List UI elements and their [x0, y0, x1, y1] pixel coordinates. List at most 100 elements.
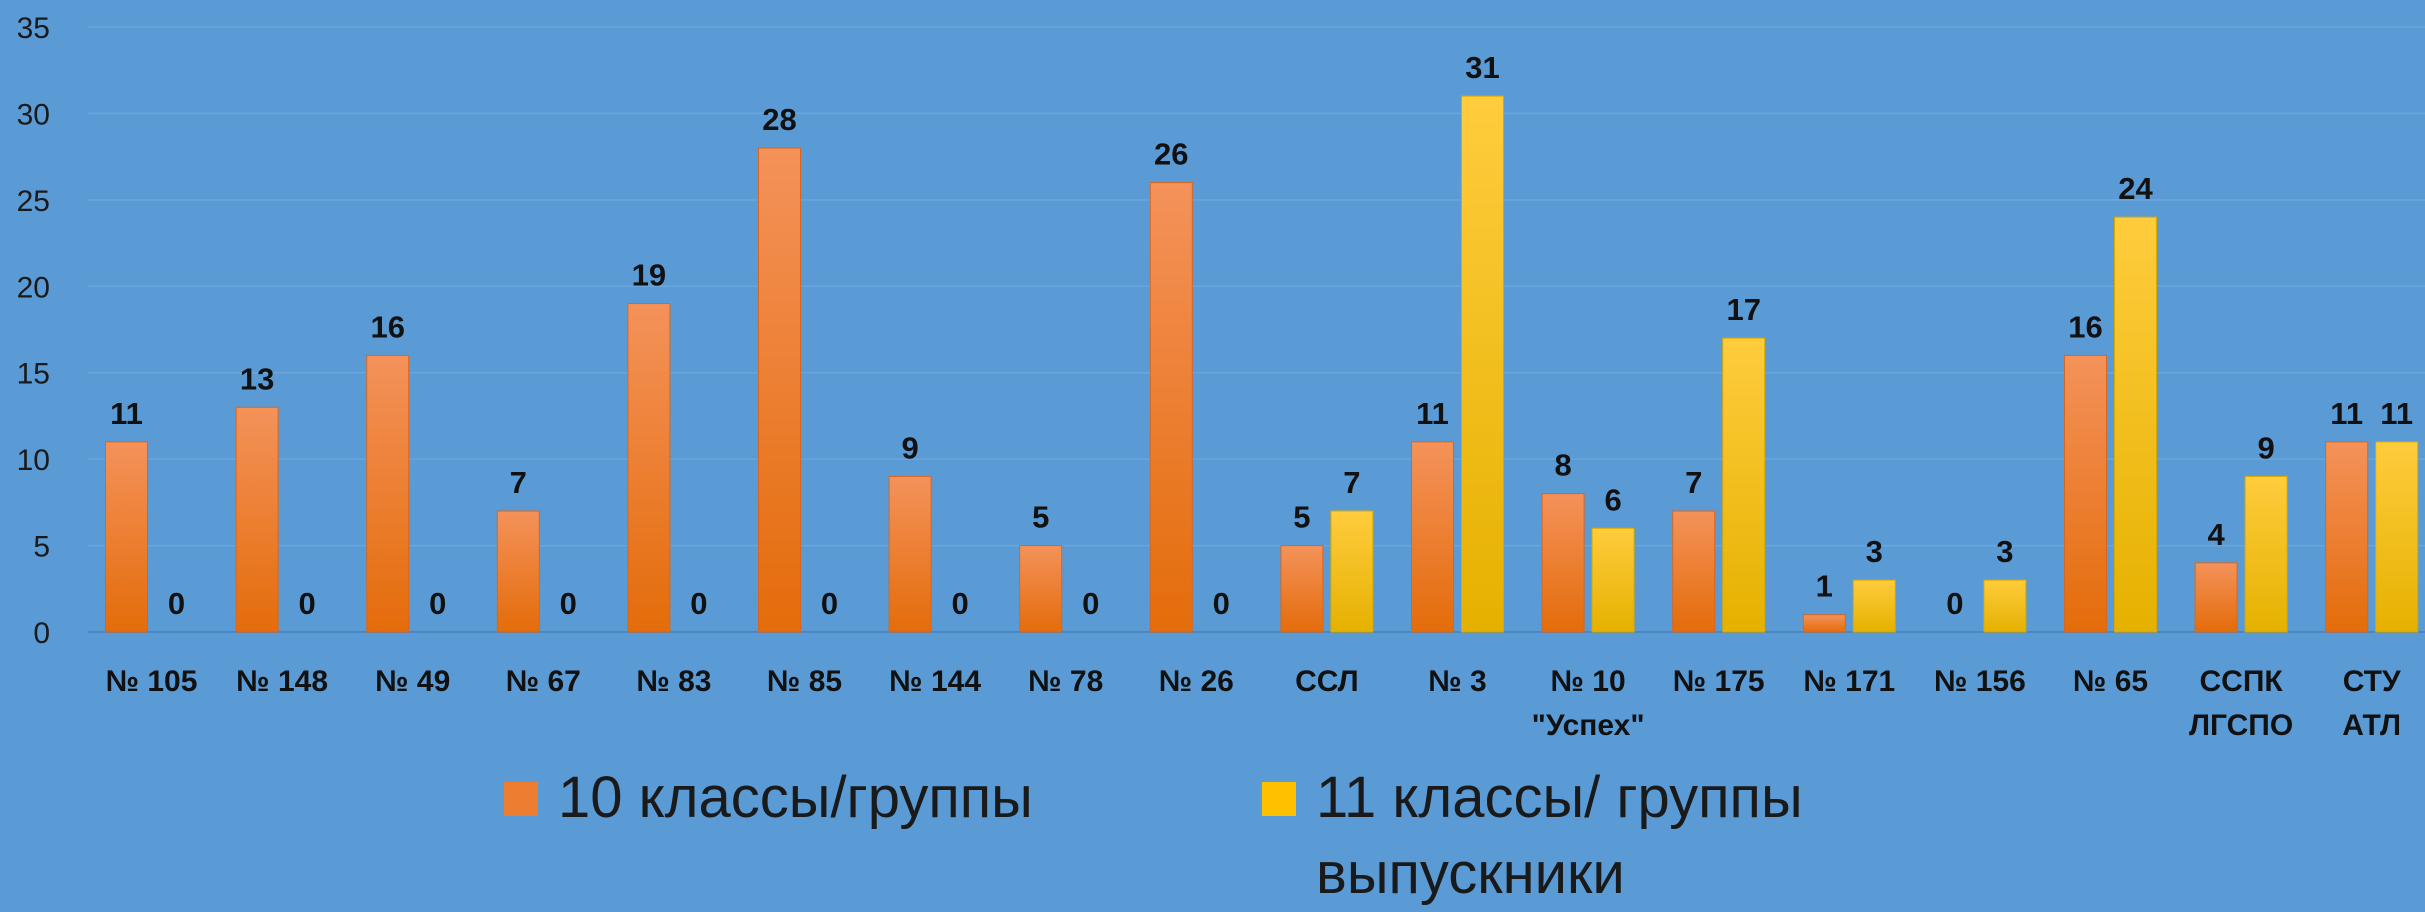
bar-series-1	[2325, 441, 2369, 633]
y-tick-label: 20	[17, 271, 50, 304]
bar-series-1	[366, 354, 410, 633]
data-label-series-2: 6	[1604, 482, 1621, 517]
y-axis-tick-labels: 0 5 10 15 20 25 30 35	[17, 12, 50, 650]
x-tick-label: № 83	[636, 665, 711, 698]
data-label-series-2: 9	[2257, 430, 2274, 465]
data-label-series-1: 5	[1293, 500, 1310, 535]
data-label-series-1: 4	[2207, 517, 2225, 552]
y-tick-label: 0	[33, 617, 50, 650]
y-tick-label: 15	[17, 358, 50, 391]
x-tick-label: № 49	[375, 665, 450, 698]
legend-label-series-2: 11 классы/ группы выпускники	[1316, 765, 1803, 906]
bar-series-2	[2375, 441, 2419, 633]
data-label-series-1: 19	[632, 258, 666, 293]
data-label-series-2: 11	[2380, 396, 2413, 431]
data-label-series-1: 5	[1032, 500, 1049, 535]
data-label-series-1: 16	[370, 309, 404, 344]
data-label-series-1: 28	[762, 102, 796, 137]
data-label-series-2: 3	[1866, 534, 1883, 569]
data-label-series-1: 11	[2330, 396, 2363, 431]
x-tick-label: СТУ АТЛ	[2342, 665, 2401, 742]
bar-series-1	[2064, 354, 2107, 633]
legend-item-series-1: 10 классы/группы	[504, 760, 1033, 836]
bar-series-1	[1019, 545, 1063, 633]
bar-series-2	[1330, 510, 1374, 633]
data-label-series-1: 7	[510, 465, 527, 500]
data-label-series-2: 0	[951, 586, 968, 621]
bar-series-1	[1802, 614, 1846, 633]
y-tick-label: 25	[17, 185, 50, 218]
bar-series-1	[1672, 510, 1716, 633]
data-label-series-1: 9	[901, 430, 918, 465]
bar-series-1	[888, 475, 932, 633]
x-tick-label: № 67	[506, 665, 581, 698]
y-tick-label: 35	[17, 12, 50, 45]
bar-series-1	[1411, 441, 1454, 633]
legend-label-series-1: 10 классы/группы	[558, 765, 1033, 830]
x-tick-label: № 144	[889, 665, 981, 698]
x-axis-tick-labels: № 105 № 148 № 49 № 67 № 83 № 85 № 144 № 78 № 26 С…	[106, 665, 2402, 742]
data-label-series-1: 1	[1816, 569, 1833, 604]
bar-series-1	[758, 147, 801, 633]
x-tick-label: № 85	[767, 665, 842, 698]
x-tick-label: № 175	[1673, 665, 1765, 698]
y-tick-label: 30	[17, 98, 50, 131]
bar-series-1	[105, 441, 148, 633]
x-tick-label: ССПК ЛГСПО	[2189, 665, 2293, 742]
legend-item-series-2: 11 классы/ группы выпускники	[1262, 760, 1803, 912]
data-label-series-1: 11	[1416, 396, 1449, 431]
bar-series-1	[235, 406, 279, 633]
data-label-series-1: 26	[1154, 137, 1188, 172]
bars	[105, 95, 2419, 633]
data-label-series-2: 0	[429, 586, 446, 621]
data-label-series-1: 16	[2068, 309, 2102, 344]
bar-series-2	[1852, 579, 1896, 633]
legend-swatch-orange	[504, 782, 538, 816]
bar-series-1	[2194, 562, 2238, 633]
data-label-series-2: 0	[1082, 586, 1099, 621]
x-tick-label: № 3	[1428, 665, 1486, 698]
x-tick-label: № 78	[1028, 665, 1103, 698]
data-label-series-2: 0	[298, 586, 315, 621]
bar-series-1	[1280, 545, 1324, 633]
data-label-series-2: 31	[1465, 50, 1499, 85]
x-tick-label: № 26	[1159, 665, 1234, 698]
data-label-series-2: 0	[168, 586, 185, 621]
data-label-series-1: 0	[1946, 586, 1963, 621]
y-tick-label: 5	[33, 531, 50, 564]
data-label-series-2: 0	[560, 586, 577, 621]
gridlines	[88, 26, 2425, 633]
data-label-series-1: 7	[1685, 465, 1702, 500]
data-label-series-2: 3	[1996, 534, 2013, 569]
bar-series-2	[1722, 337, 1766, 633]
x-tick-label: № 10 "Успех"	[1532, 665, 1645, 742]
bar-series-2	[1591, 527, 1635, 633]
bar-series-1	[1541, 493, 1585, 633]
legend-swatch-yellow	[1262, 782, 1296, 816]
data-label-series-2: 17	[1726, 292, 1760, 327]
data-label-series-1: 8	[1554, 448, 1571, 483]
data-label-series-1: 13	[240, 361, 274, 396]
x-tick-label: № 156	[1934, 665, 2026, 698]
legend: 10 классы/группы 11 классы/ группы выпус…	[0, 760, 2425, 906]
y-tick-label: 10	[17, 444, 50, 477]
x-tick-label: ССЛ	[1295, 665, 1359, 698]
data-label-series-2: 7	[1343, 465, 1360, 500]
data-label-series-2: 0	[821, 586, 838, 621]
bar-series-2	[2114, 216, 2157, 633]
data-label-series-2: 0	[690, 586, 707, 621]
data-label-series-2: 0	[1213, 586, 1230, 621]
bar-series-2	[1461, 95, 1504, 633]
bar-series-1	[1149, 182, 1193, 633]
bar-series-1	[627, 303, 671, 633]
bar-series-2	[1983, 579, 2027, 633]
bar-series-2	[2244, 475, 2288, 633]
x-tick-label: № 65	[2073, 665, 2148, 698]
data-label-series-1: 11	[110, 396, 143, 431]
x-tick-label: № 171	[1803, 665, 1895, 698]
x-tick-label: № 148	[236, 665, 328, 698]
x-tick-label: № 105	[106, 665, 198, 698]
bar-series-1	[496, 510, 540, 633]
